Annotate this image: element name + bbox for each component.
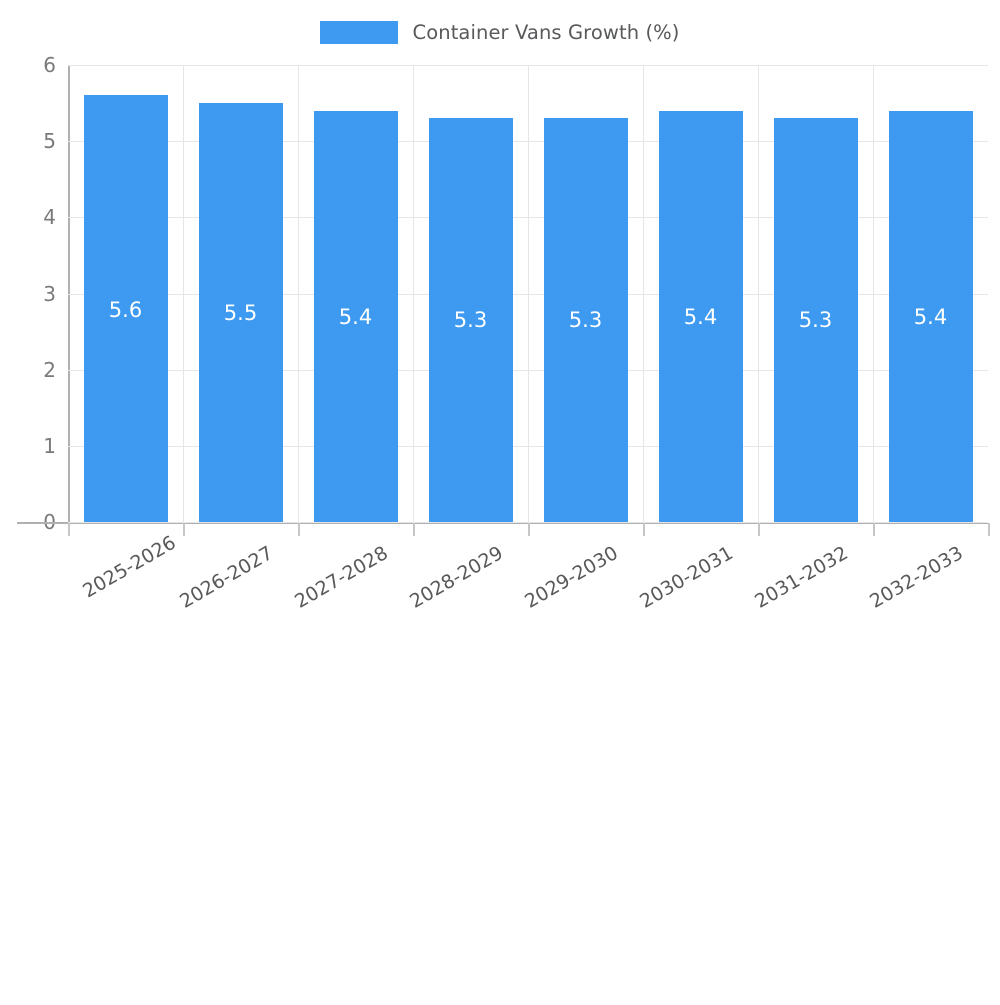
y-axis-tick-label: 6 — [43, 53, 56, 77]
bar-cell: 5.4 — [873, 65, 988, 522]
bar-value-label: 5.3 — [798, 308, 833, 333]
chart-legend: Container Vans Growth (%) — [0, 14, 1000, 50]
bar[interactable] — [313, 110, 398, 522]
x-axis-tick-labels: 2025-2026 2026-2027 2027-2028 2028-2029 2029… — [68, 522, 988, 613]
bar[interactable] — [658, 110, 743, 522]
gridline-vertical — [528, 65, 529, 522]
x-axis-tick-mark — [988, 523, 990, 536]
bar-cell: 5.3 — [413, 65, 528, 522]
y-axis-tick-label: 2 — [43, 357, 56, 382]
bar-value-label: 5.6 — [108, 297, 143, 322]
gridline-vertical — [758, 65, 759, 522]
gridline-vertical — [873, 65, 874, 522]
gridline-vertical — [643, 65, 644, 522]
legend-item-container-vans-growth[interactable]: Container Vans Growth (%) — [320, 20, 680, 44]
x-axis-tick-mark — [758, 523, 760, 536]
bar-cell: 5.3 — [758, 65, 873, 522]
bar-cell: 5.4 — [298, 65, 413, 522]
x-axis-tick-mark — [528, 523, 530, 536]
gridline-vertical — [298, 65, 299, 522]
x-axis-tick-mark — [873, 523, 875, 536]
bar-cell: 5.3 — [528, 65, 643, 522]
y-axis-tick-label: 5 — [43, 129, 56, 154]
bar-cell: 5.5 — [183, 65, 298, 522]
bar-value-label: 5.4 — [683, 304, 718, 329]
x-axis-tick-mark — [413, 523, 415, 536]
plot-area: 5.6 5.5 5.4 5.3 5.3 5.4 5.3 5.4 — [68, 65, 988, 523]
bar[interactable] — [198, 103, 283, 522]
bar-value-label: 5.3 — [568, 308, 603, 333]
bar-series: 5.6 5.5 5.4 5.3 5.3 5.4 5.3 5.4 — [68, 65, 988, 522]
y-axis-tick-label: 3 — [43, 281, 56, 306]
bar-value-label: 5.3 — [453, 308, 488, 333]
bar-cell: 5.6 — [68, 65, 183, 522]
x-axis-tick-label: 2025-2026 — [79, 531, 180, 603]
bar[interactable] — [773, 118, 858, 522]
bar-value-label: 5.4 — [338, 304, 373, 329]
bar-value-label: 5.4 — [913, 304, 948, 329]
gridline-horizontal — [68, 522, 988, 523]
bar[interactable] — [428, 118, 513, 522]
gridline-vertical — [183, 65, 184, 522]
y-axis-tick-label: 4 — [43, 205, 56, 230]
bar-cell: 5.4 — [643, 65, 758, 522]
x-axis-tick-mark — [68, 523, 70, 536]
bar-value-label: 5.5 — [223, 301, 258, 326]
x-axis-tick-mark — [298, 523, 300, 536]
bar[interactable] — [888, 110, 973, 522]
legend-label: Container Vans Growth (%) — [412, 20, 680, 44]
legend-color-swatch — [320, 20, 399, 44]
bar[interactable] — [83, 95, 168, 522]
gridline-vertical — [413, 65, 414, 522]
x-axis-tick-mark — [643, 523, 645, 536]
x-axis-tick-mark — [183, 523, 185, 536]
y-axis-tick-label: 1 — [43, 433, 56, 458]
bar[interactable] — [543, 118, 628, 522]
